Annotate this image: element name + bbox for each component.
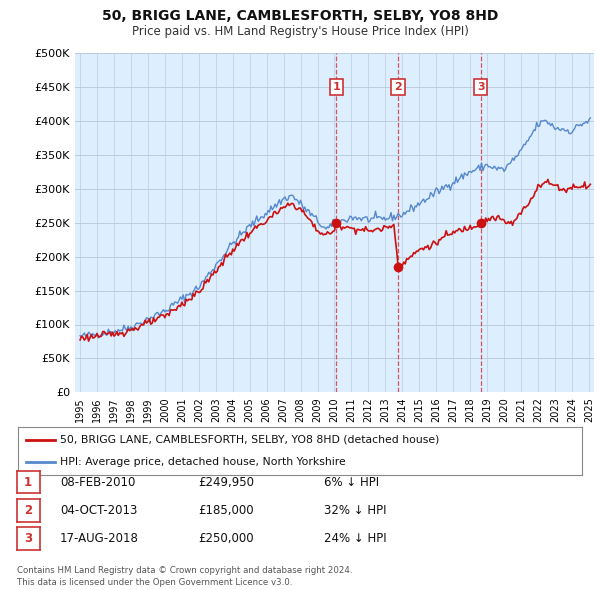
Text: 1: 1	[24, 476, 32, 489]
Text: 24% ↓ HPI: 24% ↓ HPI	[324, 532, 386, 545]
Text: Contains HM Land Registry data © Crown copyright and database right 2024.
This d: Contains HM Land Registry data © Crown c…	[17, 566, 352, 587]
Text: 50, BRIGG LANE, CAMBLESFORTH, SELBY, YO8 8HD (detached house): 50, BRIGG LANE, CAMBLESFORTH, SELBY, YO8…	[60, 435, 440, 445]
Text: 08-FEB-2010: 08-FEB-2010	[60, 476, 136, 489]
Text: 2: 2	[394, 82, 402, 92]
Text: 3: 3	[477, 82, 485, 92]
Text: £250,000: £250,000	[198, 532, 254, 545]
Text: 1: 1	[332, 82, 340, 92]
Text: 3: 3	[24, 532, 32, 545]
Text: 04-OCT-2013: 04-OCT-2013	[60, 504, 137, 517]
Text: 6% ↓ HPI: 6% ↓ HPI	[324, 476, 379, 489]
Text: 17-AUG-2018: 17-AUG-2018	[60, 532, 139, 545]
Text: HPI: Average price, detached house, North Yorkshire: HPI: Average price, detached house, Nort…	[60, 457, 346, 467]
Text: 32% ↓ HPI: 32% ↓ HPI	[324, 504, 386, 517]
Text: 2: 2	[24, 504, 32, 517]
Text: £249,950: £249,950	[198, 476, 254, 489]
Text: Price paid vs. HM Land Registry's House Price Index (HPI): Price paid vs. HM Land Registry's House …	[131, 25, 469, 38]
Text: £185,000: £185,000	[198, 504, 254, 517]
Text: 50, BRIGG LANE, CAMBLESFORTH, SELBY, YO8 8HD: 50, BRIGG LANE, CAMBLESFORTH, SELBY, YO8…	[102, 9, 498, 23]
